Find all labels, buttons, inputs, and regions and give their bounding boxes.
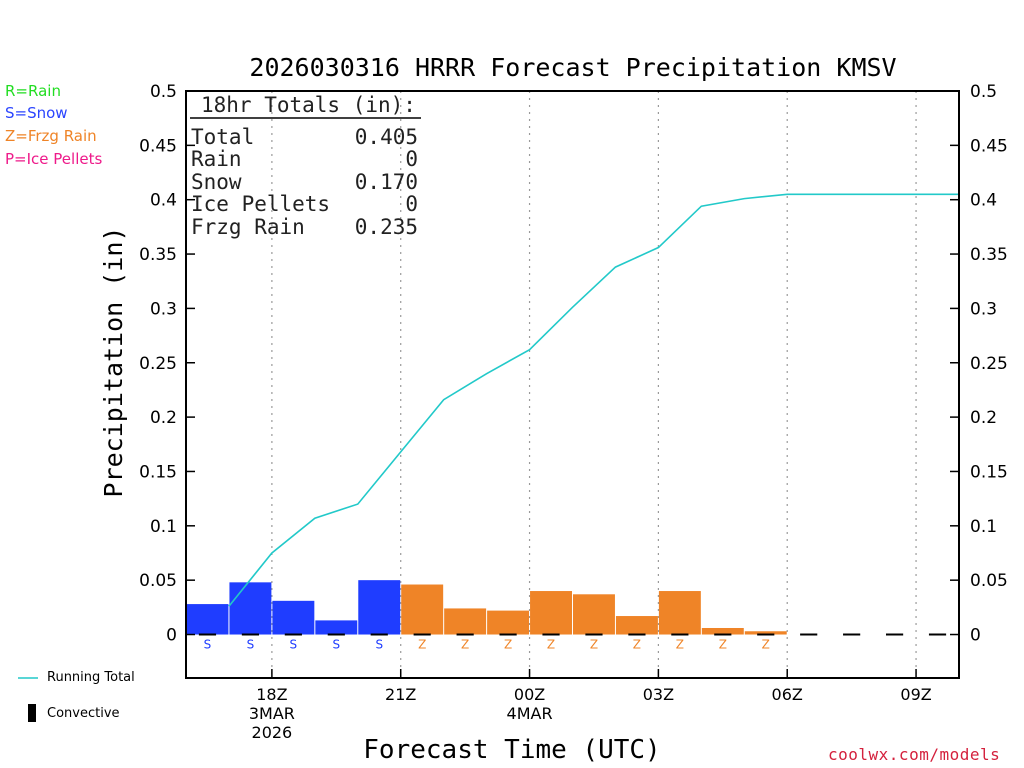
credit-text: coolwx.com/models <box>828 745 1001 764</box>
y-tick-label-right: 0 <box>970 626 981 646</box>
y-tick-label-left: 0.3 <box>150 299 177 319</box>
precip-type-label: Z <box>590 638 598 652</box>
precip-type-label: Z <box>719 638 727 652</box>
y-tick-label-right: 0.4 <box>970 191 997 211</box>
y-tick-label-left: 0.15 <box>139 462 177 482</box>
plot-frame <box>185 90 960 679</box>
y-tick-label-left: 0.4 <box>150 191 177 211</box>
precip-type-label: Z <box>676 638 684 652</box>
precip-type-label: Z <box>504 638 512 652</box>
y-tick-label-right: 0.35 <box>970 245 1008 265</box>
precip-type-label: Z <box>762 638 770 652</box>
x-tick-label: 2026 <box>252 723 293 742</box>
running-total-polyline <box>228 193 959 607</box>
precip-bar-22Z <box>401 584 444 635</box>
y-tick-label-left: 0 <box>166 626 177 646</box>
precip-type-label: S <box>332 638 340 652</box>
y-tick-label-left: 0.5 <box>150 82 177 102</box>
precip-type-label: S <box>290 638 298 652</box>
precip-bar-03Z <box>615 616 658 635</box>
y-axis-label: Precipitation (in) <box>99 227 128 498</box>
y-tick-label-right: 0.5 <box>970 82 997 102</box>
y-tick-label-right: 0.2 <box>970 408 997 428</box>
precip-bar-18Z <box>229 582 272 635</box>
legend-snow: S=Snow <box>5 104 68 122</box>
x-tick-label: 18Z <box>256 685 287 704</box>
legend-rain: R=Rain <box>5 82 61 100</box>
precip-bar-00Z <box>487 610 530 635</box>
precip-bar-01Z <box>530 591 572 635</box>
x-tick-label: 21Z <box>385 685 416 704</box>
totals-header: 18hr Totals (in): <box>201 93 416 117</box>
totals-label-snow: Snow <box>191 170 242 194</box>
y-tick-label-right: 0.45 <box>970 136 1008 156</box>
precip-bar-20Z <box>315 620 358 635</box>
y-axis-left: 0 0.05 0.1 0.15 0.2 0.25 0.3 0.35 0.4 0.45 0.5 <box>139 82 195 646</box>
precip-type-label: S <box>247 638 255 652</box>
running-total-line <box>228 193 959 607</box>
y-tick-label-left: 0.2 <box>150 408 177 428</box>
x-tick-label: 06Z <box>772 685 803 704</box>
y-tick-label-right: 0.3 <box>970 299 997 319</box>
precip-type-label: S <box>204 638 212 652</box>
precip-bar-04Z <box>658 591 701 635</box>
totals-value-snow: 0.170 <box>355 170 418 194</box>
precip-bar-05Z <box>701 627 744 635</box>
totals-value-rain: 0 <box>405 147 418 171</box>
y-tick-label-right: 0.1 <box>970 517 997 537</box>
totals-value-frzg-rain: 0.235 <box>355 215 418 239</box>
running-total-legend-label: Running Total <box>47 670 135 685</box>
y-tick-label-left: 0.35 <box>139 245 177 265</box>
y-tick-label-right: 0.15 <box>970 462 1008 482</box>
x-tick-label: 09Z <box>900 685 931 704</box>
precip-type-label: Z <box>633 638 641 652</box>
precip-type-label: S <box>375 638 383 652</box>
totals-label-frzg-rain: Frzg Rain <box>191 215 305 239</box>
x-tick-label: 3MAR <box>249 704 295 723</box>
y-tick-label-right: 0.25 <box>970 354 1008 374</box>
precip-type-label: Z <box>547 638 555 652</box>
x-axis-label: Forecast Time (UTC) <box>363 735 660 765</box>
precip-bar-19Z <box>272 600 315 635</box>
x-tick-label: 03Z <box>643 685 674 704</box>
legend-ice-pellets: P=Ice Pellets <box>5 150 103 168</box>
precip-bar-06Z <box>744 631 787 635</box>
precip-type-label: Z <box>461 638 469 652</box>
y-tick-label-left: 0.05 <box>139 571 177 591</box>
bars <box>186 580 947 636</box>
precip-bar-23Z <box>444 608 487 635</box>
convective-legend-label: Convective <box>47 706 120 721</box>
precip-bar-02Z <box>573 594 615 635</box>
x-tick-label: 00Z <box>514 685 545 704</box>
x-tick-label: 4MAR <box>507 704 553 723</box>
totals-label-rain: Rain <box>191 147 242 171</box>
y-axis-right: 0 0.05 0.1 0.15 0.2 0.25 0.3 0.35 0.4 0.45 0.5 <box>950 82 1008 646</box>
totals-box: 18hr Totals (in): Total 0.405 Rain 0 Sno… <box>190 93 421 239</box>
legend-frzg-rain: Z=Frzg Rain <box>5 127 97 145</box>
precip-bar-17Z <box>186 604 229 635</box>
y-tick-label-left: 0.45 <box>139 136 177 156</box>
convective-legend-swatch <box>28 704 36 722</box>
chart-title: 2026030316 HRRR Forecast Precipitation K… <box>249 53 896 82</box>
y-tick-label-right: 0.05 <box>970 571 1008 591</box>
totals-value-total: 0.405 <box>355 125 418 149</box>
totals-label-ice-pellets: Ice Pellets <box>191 192 330 216</box>
precip-type-label: Z <box>418 638 426 652</box>
totals-label-total: Total <box>191 125 254 149</box>
precip-bar-21Z <box>358 580 401 635</box>
y-tick-label-left: 0.1 <box>150 517 177 537</box>
y-tick-label-left: 0.25 <box>139 354 177 374</box>
totals-value-ice-pellets: 0 <box>405 192 418 216</box>
